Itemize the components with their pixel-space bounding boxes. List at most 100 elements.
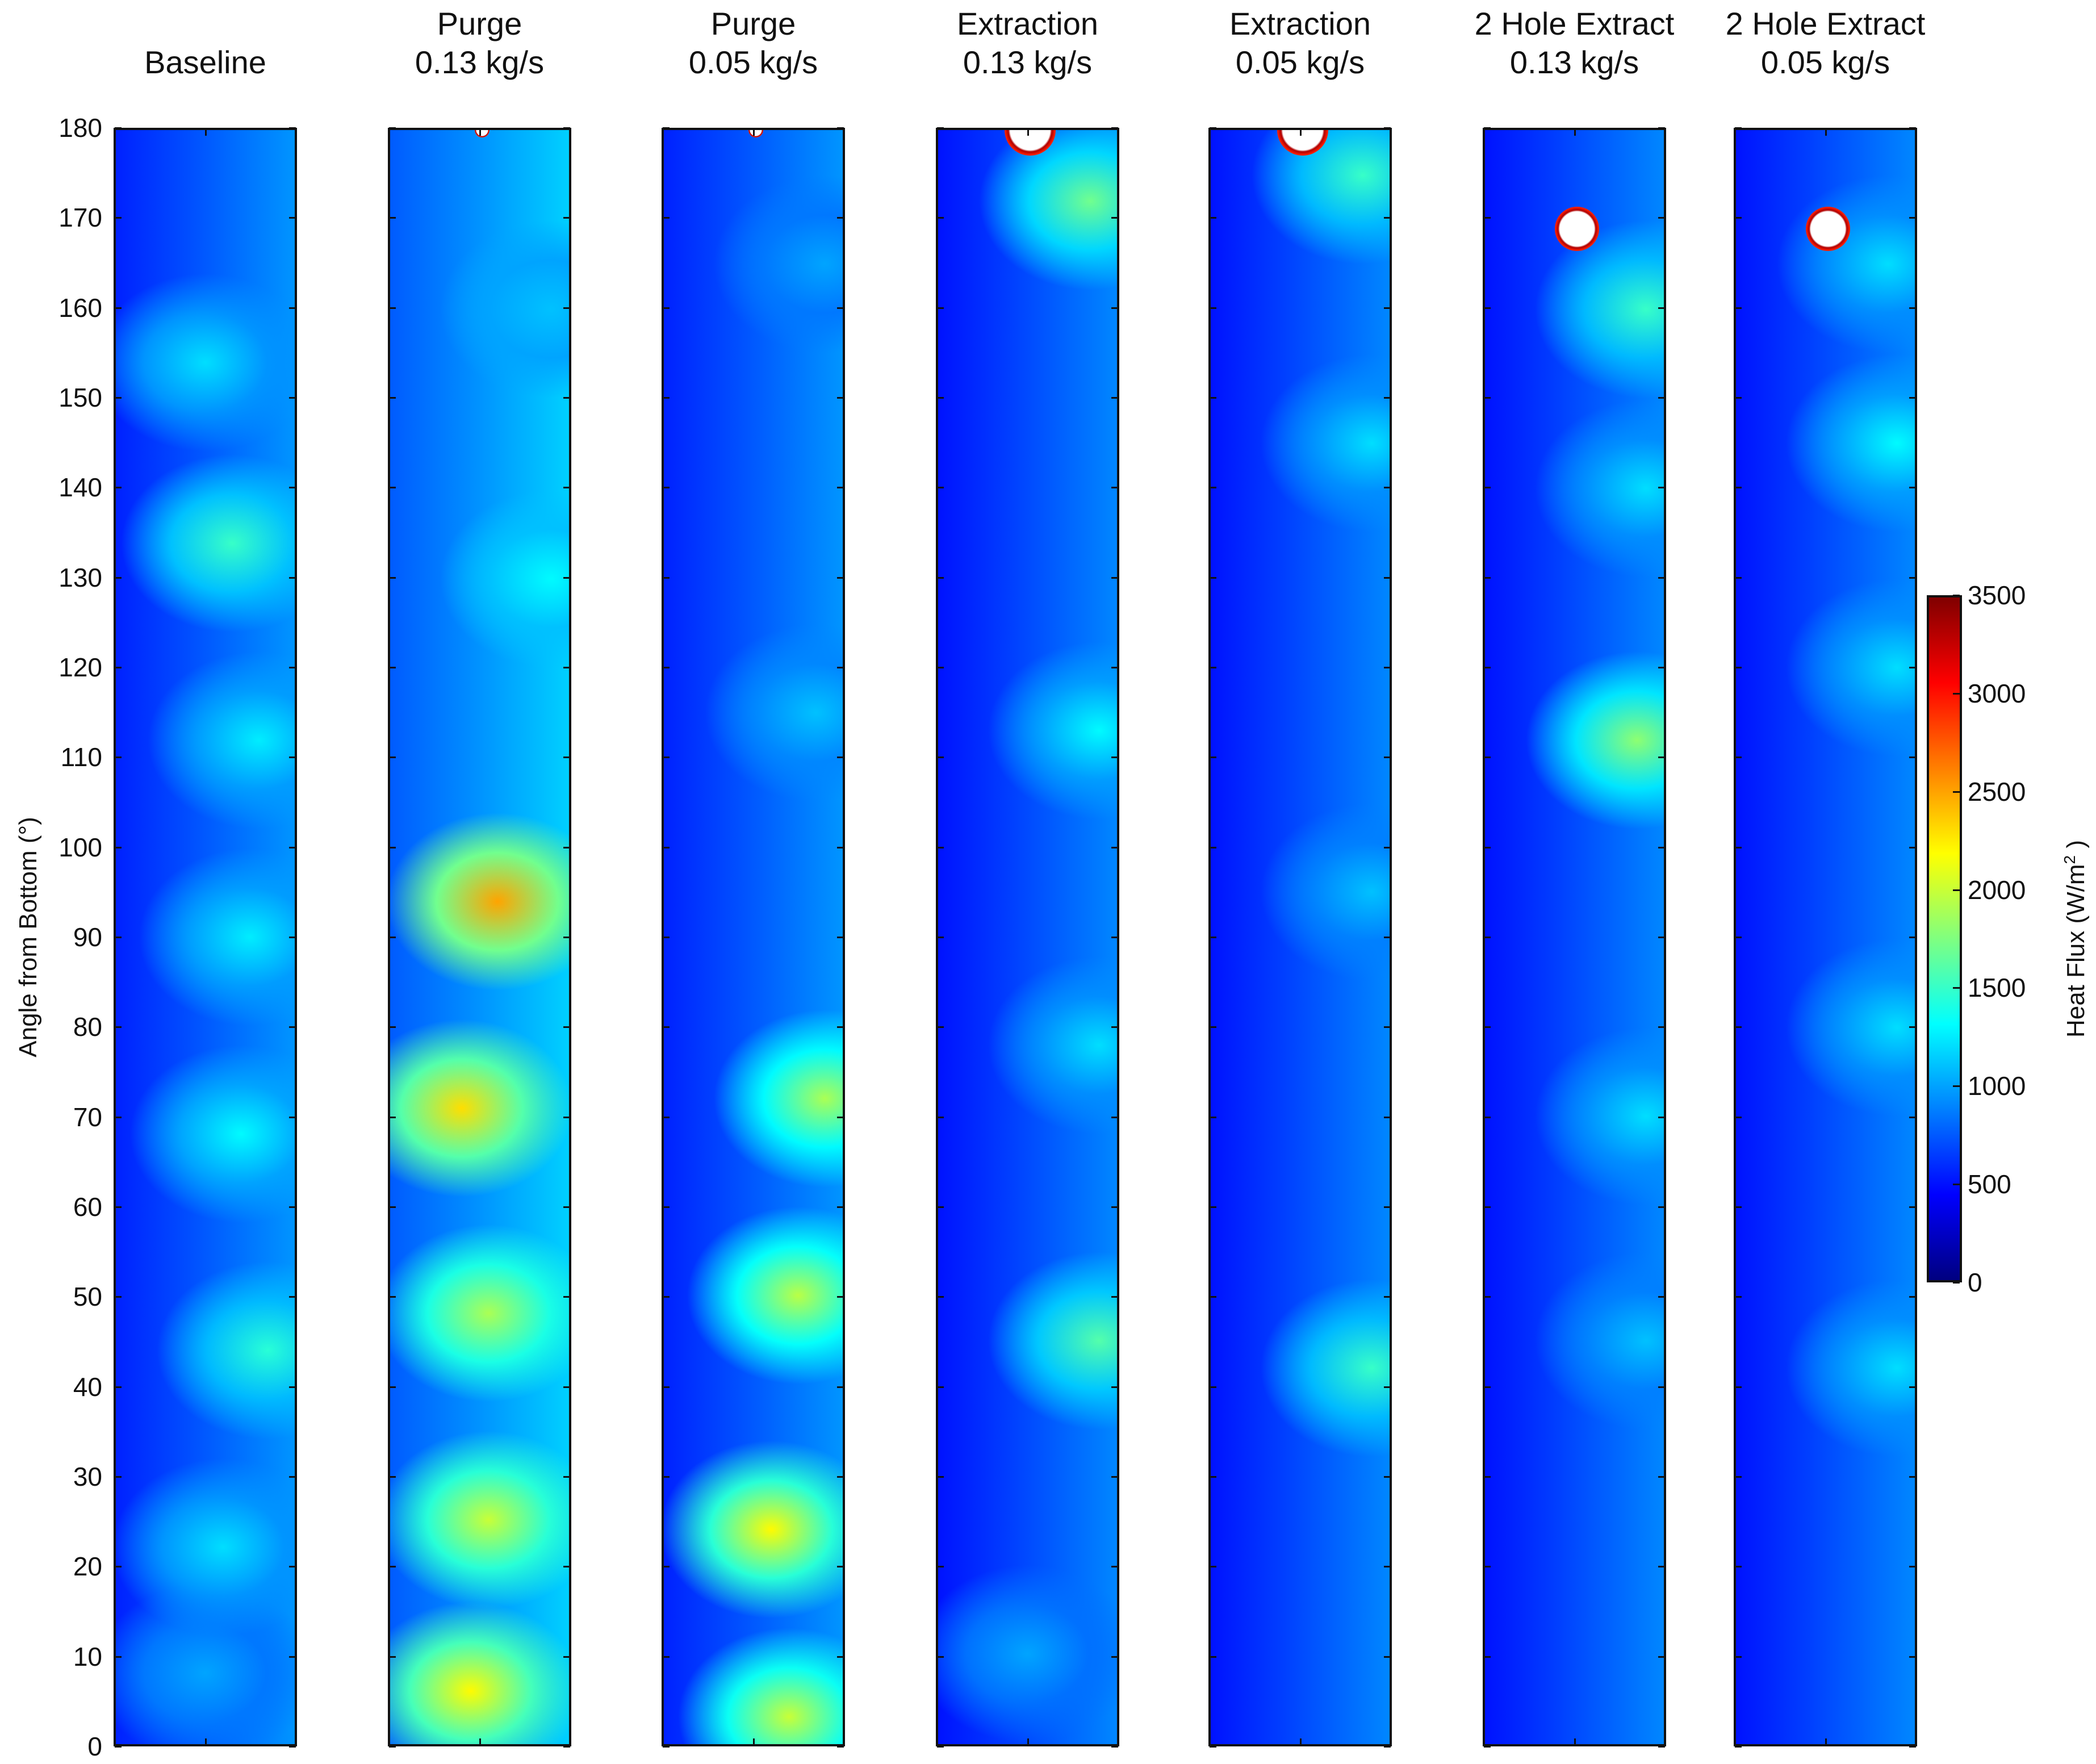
- y-tick: [115, 397, 122, 399]
- y-tick: [289, 937, 296, 938]
- y-tick: [289, 1566, 296, 1568]
- y-tick: [1210, 1116, 1216, 1118]
- y-tick-label: 150: [58, 383, 102, 412]
- y-tick: [115, 937, 122, 938]
- y-tick: [937, 1116, 944, 1118]
- y-tick-label: 140: [58, 473, 102, 503]
- y-tick: [1111, 1296, 1118, 1298]
- y-tick: [1909, 846, 1916, 848]
- colorbar-tick-label: 500: [1968, 1169, 2011, 1199]
- colorbar-tick-label: 0: [1968, 1268, 1982, 1297]
- y-tick: [663, 1026, 670, 1029]
- y-tick: [389, 1206, 396, 1208]
- y-tick: [563, 1476, 570, 1478]
- heatmap-field: [116, 130, 295, 1744]
- y-tick: [115, 217, 122, 219]
- heatmap-panel: [936, 128, 1119, 1746]
- y-tick: [389, 487, 396, 489]
- x-tick: [1299, 129, 1302, 136]
- y-tick: [1735, 1386, 1742, 1388]
- y-tick: [1484, 217, 1491, 219]
- colorbar-tick-label: 1000: [1968, 1071, 2026, 1101]
- y-tick: [663, 1296, 670, 1298]
- y-tick: [1484, 397, 1491, 399]
- y-tick: [937, 937, 944, 938]
- y-tick: [389, 576, 396, 579]
- y-tick: [389, 1386, 396, 1388]
- y-tick: [1111, 217, 1118, 219]
- y-tick: [1484, 1656, 1491, 1658]
- y-tick: [1658, 667, 1665, 668]
- y-tick: [389, 1116, 396, 1118]
- x-tick: [204, 1738, 207, 1745]
- panel-title: Extraction 0.05 kg/s: [1170, 5, 1431, 82]
- y-tick: [937, 1206, 944, 1208]
- heatmap-field: [390, 130, 569, 1744]
- y-tick: [1484, 756, 1491, 759]
- y-tick: [1210, 1296, 1216, 1298]
- y-tick: [1484, 307, 1491, 309]
- y-tick: [1909, 937, 1916, 938]
- y-tick: [837, 1026, 844, 1029]
- y-tick: [663, 397, 670, 399]
- y-tick: [1210, 576, 1216, 579]
- y-tick: [1210, 1476, 1216, 1478]
- y-tick: [1484, 1386, 1491, 1388]
- y-tick: [289, 1386, 296, 1388]
- y-tick: [115, 1206, 122, 1208]
- y-tick: [1384, 127, 1391, 129]
- y-tick: [1384, 1656, 1391, 1658]
- y-tick: [1111, 487, 1118, 489]
- y-tick: [837, 756, 844, 759]
- y-tick: [563, 487, 570, 489]
- y-tick: [1384, 937, 1391, 938]
- y-tick: [1484, 937, 1491, 938]
- y-tick: [837, 576, 844, 579]
- y-tick: [1210, 487, 1216, 489]
- y-tick: [937, 1386, 944, 1388]
- y-tick: [115, 667, 122, 668]
- y-tick: [1658, 576, 1665, 579]
- y-tick-label: 110: [60, 742, 102, 772]
- y-tick: [1384, 576, 1391, 579]
- y-tick: [115, 1476, 122, 1478]
- y-tick: [1658, 1746, 1665, 1748]
- y-tick: [937, 127, 944, 129]
- y-tick: [289, 1296, 296, 1298]
- panel-title-line: 0.05 kg/s: [688, 44, 818, 80]
- y-tick: [837, 217, 844, 219]
- y-tick: [1909, 217, 1916, 219]
- colorbar-tick: [1953, 595, 1960, 596]
- y-tick: [663, 576, 670, 579]
- colorbar: [1927, 595, 1962, 1282]
- y-tick: [1111, 1476, 1118, 1478]
- y-tick: [115, 846, 122, 848]
- x-tick: [1825, 1738, 1827, 1745]
- y-tick: [1210, 1026, 1216, 1029]
- y-tick: [837, 1566, 844, 1568]
- y-tick: [663, 217, 670, 219]
- panel-title-line: Extraction: [1229, 6, 1371, 41]
- y-tick: [563, 1656, 570, 1658]
- y-tick: [1909, 667, 1916, 668]
- y-tick: [389, 1656, 396, 1658]
- y-tick: [1909, 756, 1916, 759]
- y-tick: [1658, 1026, 1665, 1029]
- colorbar-tick-label: 3500: [1968, 580, 2026, 610]
- y-tick: [837, 1386, 844, 1388]
- y-tick: [289, 846, 296, 848]
- y-tick: [663, 1206, 670, 1208]
- y-tick: [937, 756, 944, 759]
- y-tick: [1384, 1206, 1391, 1208]
- y-tick: [1909, 127, 1916, 129]
- y-tick: [1111, 576, 1118, 579]
- x-tick: [752, 1738, 755, 1745]
- y-tick: [1909, 397, 1916, 399]
- y-tick-label: 90: [73, 922, 102, 952]
- y-tick-label: 120: [58, 653, 102, 682]
- y-tick: [1658, 846, 1665, 848]
- y-tick: [289, 217, 296, 219]
- y-tick: [1384, 307, 1391, 309]
- y-tick: [1735, 756, 1742, 759]
- y-tick: [1658, 756, 1665, 759]
